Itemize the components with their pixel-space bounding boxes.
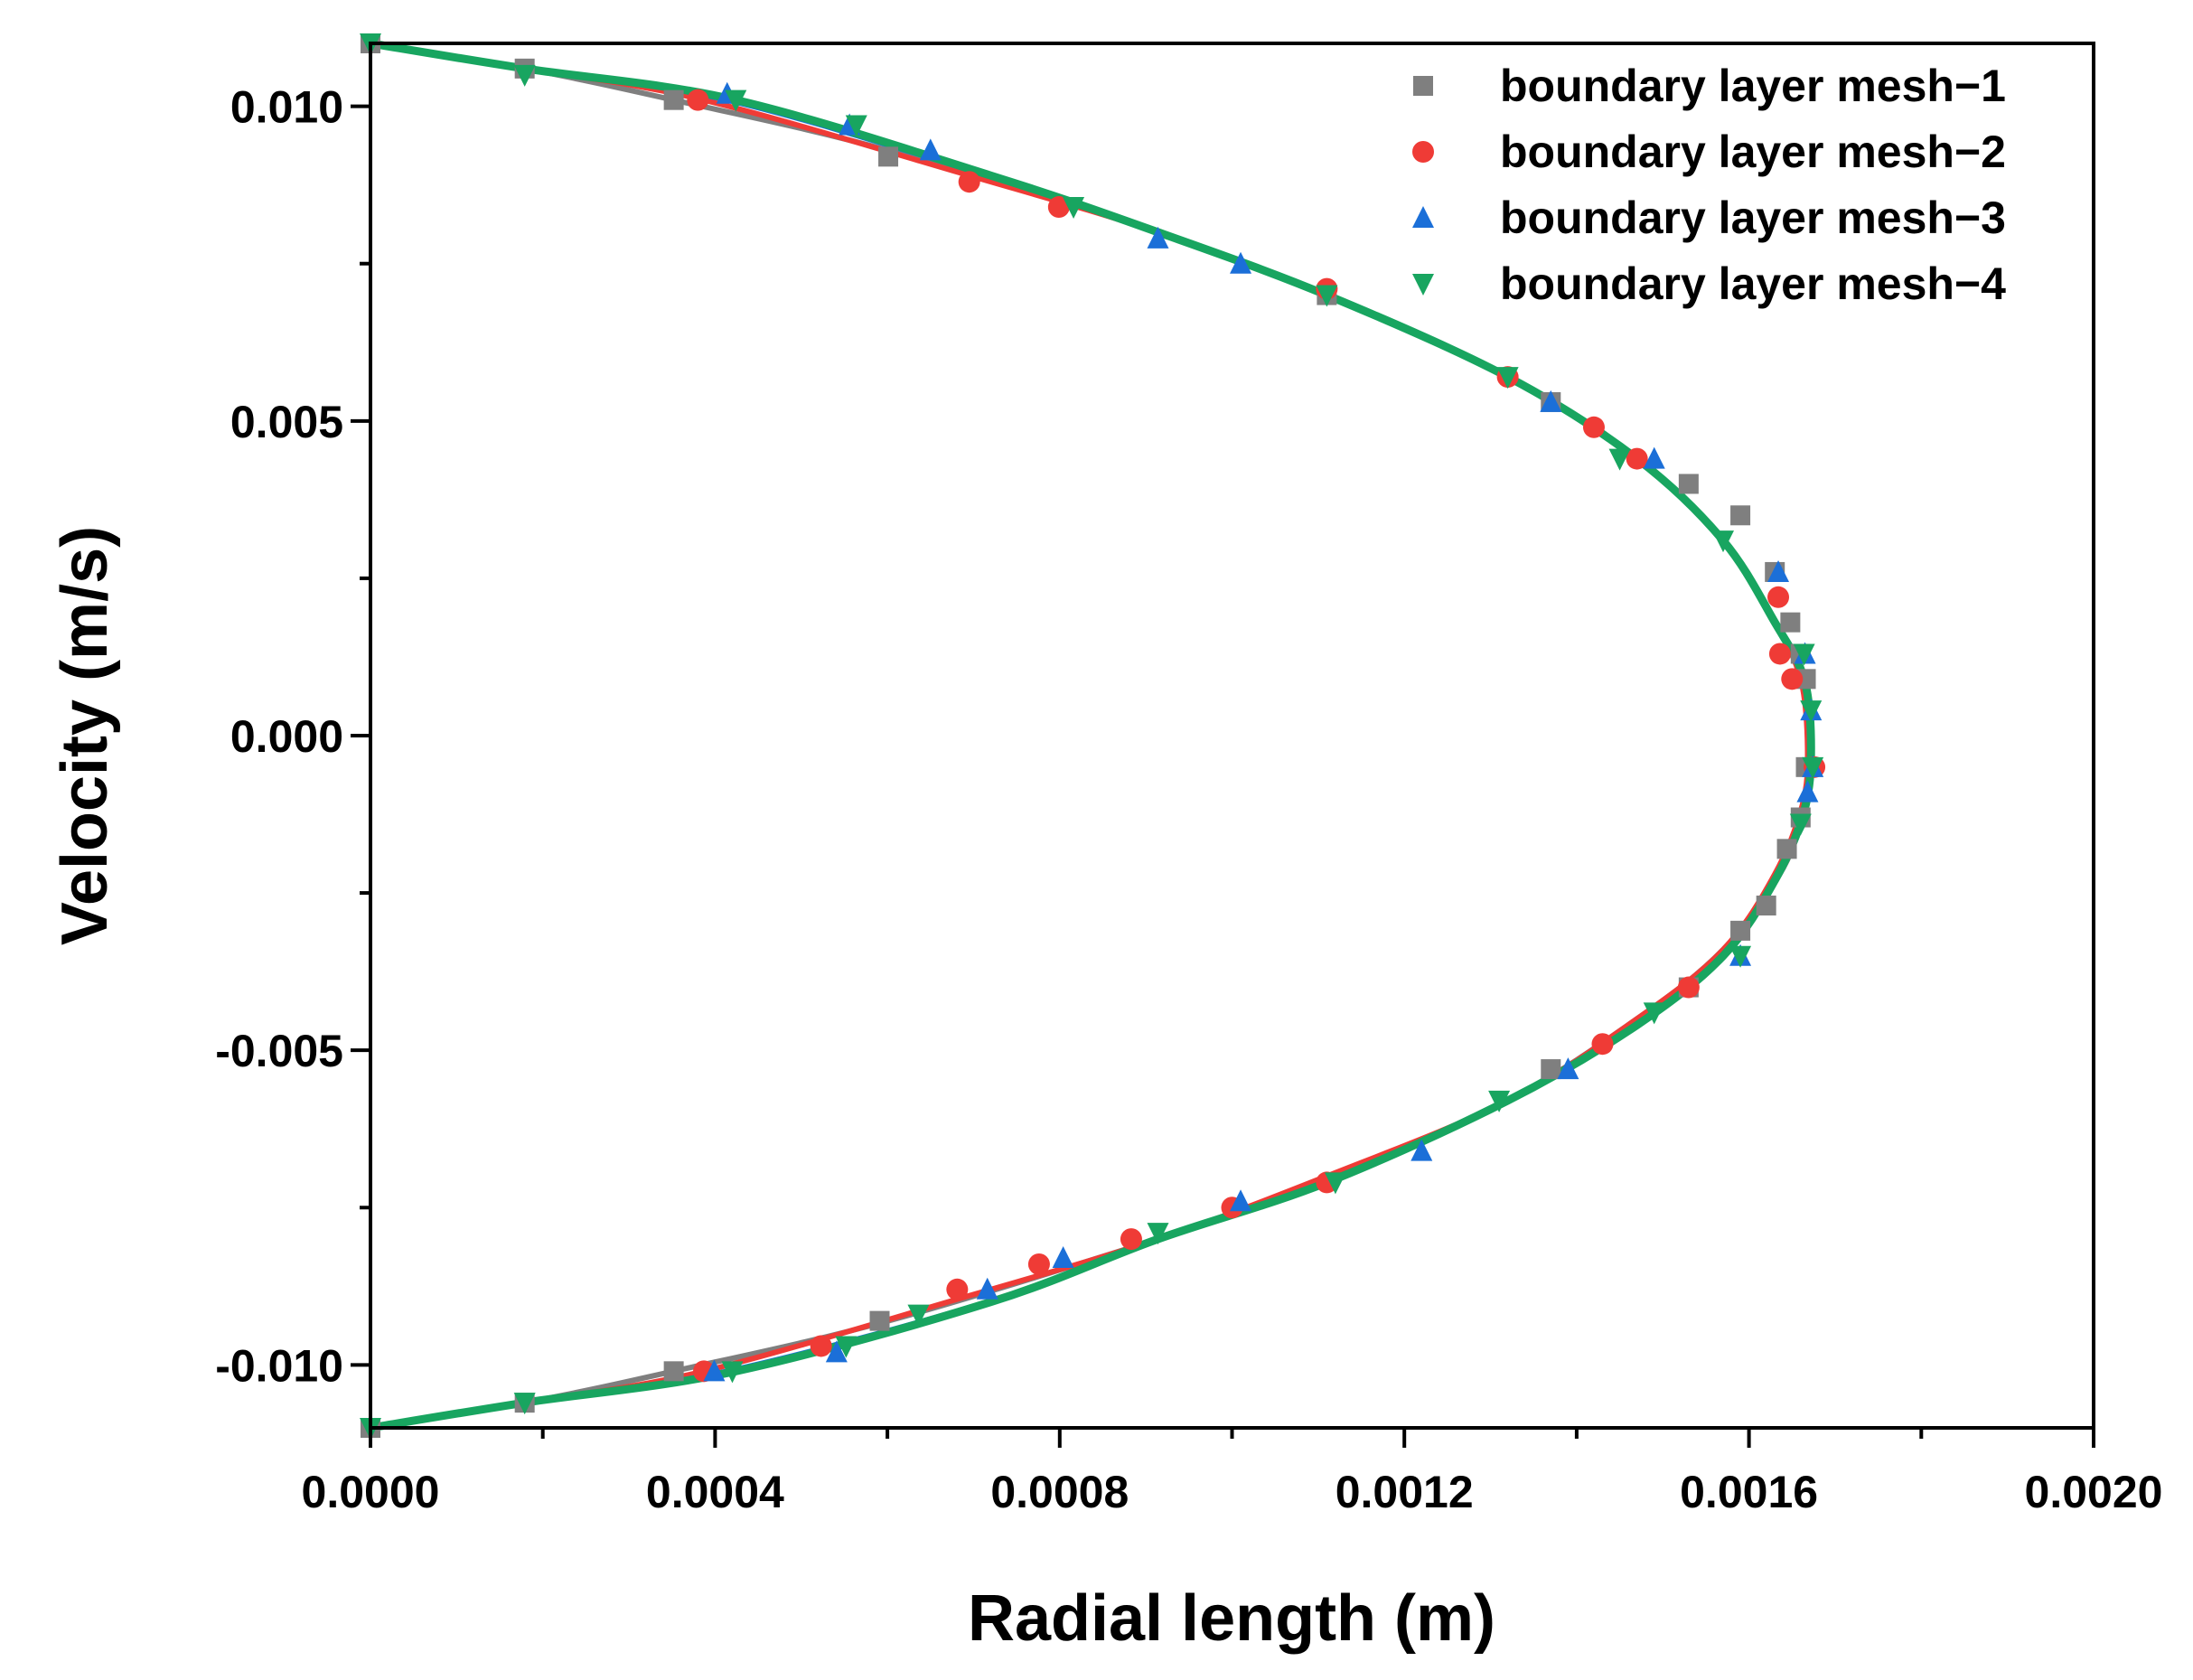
- data-point-s1: [1730, 505, 1751, 526]
- y-tick-label: -0.010: [215, 1340, 343, 1391]
- data-point-s1: [869, 1310, 890, 1331]
- data-point-s2: [1047, 196, 1070, 219]
- legend: boundary layer mesh−1 boundary layer mesh…: [1412, 61, 2006, 309]
- data-point-s2: [1768, 643, 1791, 665]
- data-point-s1: [1541, 1059, 1561, 1080]
- data-point-s4: [513, 1393, 536, 1415]
- x-axis-title: Radial length (m): [968, 1582, 1495, 1655]
- x-tick-label: 0.0000: [302, 1467, 440, 1517]
- data-point-s4: [907, 1304, 930, 1327]
- data-point-s3: [1557, 1057, 1579, 1080]
- y-axis-ticks: -0.010 -0.005 0.000 0.005 0.010: [215, 82, 370, 1391]
- data-point-s1: [878, 146, 899, 167]
- x-tick-label: 0.0020: [2025, 1467, 2163, 1517]
- data-point-s4: [1147, 1223, 1169, 1245]
- data-point-s1: [1756, 896, 1776, 916]
- legend-marker-3: [1412, 206, 1434, 228]
- y-axis-title: Velocity (m/s): [49, 526, 121, 945]
- data-point-s3: [703, 1359, 726, 1382]
- data-point-s2: [1027, 1253, 1050, 1275]
- x-axis-ticks: 0.0000 0.0004 0.0008 0.0012 0.0016 0.0020: [302, 1428, 2163, 1517]
- data-point-s3: [1540, 389, 1562, 412]
- x-tick-label: 0.0012: [1335, 1467, 1474, 1517]
- y-tick-label: -0.005: [215, 1026, 343, 1076]
- data-point-s2: [1582, 416, 1605, 438]
- data-point-s2: [1591, 1033, 1614, 1056]
- y-tick-label: 0.005: [230, 397, 343, 447]
- data-point-s1: [663, 89, 684, 110]
- data-point-s4: [1711, 530, 1734, 553]
- data-point-s4: [845, 115, 867, 137]
- data-point-s1: [1780, 612, 1801, 633]
- data-point-s3: [1230, 1189, 1252, 1212]
- data-point-s1: [1730, 920, 1751, 941]
- series-line-4: [370, 39, 1815, 1432]
- legend-marker-4: [1412, 274, 1434, 296]
- data-point-s2: [1677, 976, 1700, 999]
- data-point-s4: [725, 89, 747, 112]
- y-tick-label: 0.000: [230, 711, 343, 762]
- data-point-s4: [1789, 813, 1812, 836]
- data-point-s4: [1802, 756, 1824, 779]
- data-point-s4: [513, 64, 536, 87]
- data-point-s3: [976, 1277, 998, 1300]
- data-point-s3: [1767, 559, 1790, 582]
- data-point-s2: [1781, 668, 1804, 690]
- data-point-s4: [1324, 1172, 1346, 1195]
- data-point-s4: [1063, 197, 1085, 220]
- data-point-s3: [825, 1340, 848, 1363]
- data-point-s4: [835, 1336, 858, 1358]
- markers-layer: [360, 33, 1826, 1440]
- data-point-s1: [663, 1361, 684, 1382]
- data-point-s3: [1796, 780, 1819, 802]
- data-point-s4: [1643, 1002, 1665, 1025]
- legend-label-3: boundary layer mesh−3: [1500, 192, 2006, 243]
- legend-label-2: boundary layer mesh−2: [1500, 127, 2006, 177]
- x-tick-label: 0.0016: [1680, 1467, 1818, 1517]
- data-point-s2: [687, 89, 709, 111]
- data-point-s3: [1052, 1245, 1074, 1268]
- data-point-s3: [1230, 251, 1252, 274]
- data-point-s2: [1120, 1228, 1142, 1251]
- data-point-s4: [1316, 285, 1338, 307]
- data-point-s2: [946, 1278, 969, 1300]
- data-point-s2: [810, 1335, 832, 1357]
- data-point-s3: [1147, 226, 1169, 249]
- x-tick-label: 0.0004: [646, 1467, 784, 1517]
- data-point-s1: [1678, 474, 1699, 494]
- data-point-s4: [1800, 700, 1823, 723]
- data-point-s2: [1767, 586, 1790, 608]
- legend-label-4: boundary layer mesh−4: [1500, 258, 2006, 309]
- data-point-s4: [1488, 1090, 1511, 1112]
- y-tick-label: 0.010: [230, 82, 343, 133]
- data-point-s3: [1643, 446, 1665, 469]
- data-point-s4: [1793, 643, 1815, 666]
- x-tick-label: 0.0008: [990, 1467, 1129, 1517]
- data-point-s2: [1626, 447, 1648, 470]
- legend-label-1: boundary layer mesh−1: [1500, 61, 2006, 111]
- data-point-s2: [958, 171, 980, 193]
- data-point-s4: [1496, 367, 1519, 389]
- legend-marker-2: [1412, 141, 1434, 163]
- data-point-s3: [1410, 1139, 1433, 1161]
- data-point-s3: [919, 138, 942, 161]
- data-point-s4: [1608, 448, 1631, 471]
- data-point-s1: [1776, 839, 1797, 859]
- data-point-s4: [721, 1361, 744, 1384]
- data-point-s4: [1729, 945, 1752, 968]
- legend-marker-1: [1413, 76, 1433, 96]
